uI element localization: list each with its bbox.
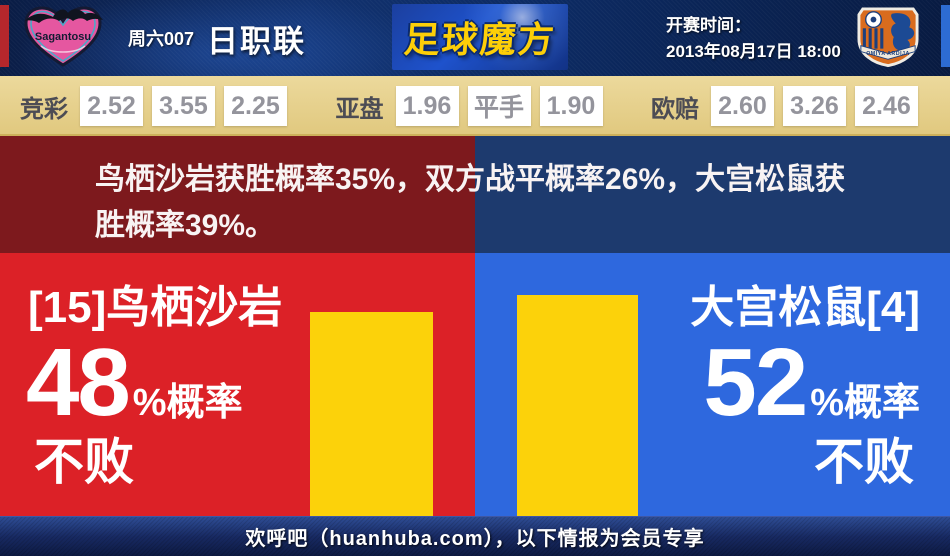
- away-team-crest-icon: OMIYA ARDIJA: [857, 7, 919, 68]
- jingcai-label: 竞彩: [20, 95, 68, 123]
- analysis-band: 鸟栖沙岩获胜概率35%，双方战平概率26%，大宫松鼠获胜概率39%。: [0, 136, 950, 253]
- odds-bar: 竞彩 2.52 3.55 2.25 亚盘 1.96 平手 1.90 欧赔 2.6…: [0, 76, 950, 136]
- jingcai-home-odds: 2.52: [80, 86, 143, 126]
- away-percent-value: 52: [703, 329, 808, 436]
- away-probability-bar: [517, 295, 638, 516]
- yapan-handicap: 平手: [467, 86, 531, 126]
- away-crest-text: OMIYA ARDIJA: [866, 51, 910, 57]
- footer-banner: 欢呼吧（huanhuba.com），以下情报为会员专享: [0, 516, 950, 556]
- home-probability-bar: [310, 312, 433, 516]
- kickoff-block: 开赛时间： 2013年08月17日 18:00: [666, 13, 841, 65]
- oupei-label: 欧赔: [651, 95, 699, 123]
- kickoff-label: 开赛时间：: [666, 16, 751, 35]
- brand-wordmark: 足球魔方: [402, 19, 558, 60]
- home-percent-value: 48: [26, 329, 131, 436]
- away-team-name: 大宫松鼠[4]: [690, 283, 920, 332]
- jingcai-draw-odds: 3.55: [152, 86, 215, 126]
- away-probability: 52 %概率: [703, 329, 920, 436]
- home-probability: 48 %概率: [26, 329, 243, 436]
- odds-group-oupei: 欧赔 2.60 3.26 2.46: [651, 86, 918, 126]
- probability-panels: [15]鸟栖沙岩 48 %概率 不败 大宫松鼠[4] 52 %概率 不败: [0, 253, 950, 516]
- home-crest-text: Sagantosu: [35, 31, 91, 43]
- home-team-name: [15]鸟栖沙岩: [28, 283, 283, 332]
- match-header: Sagantosu 周六007 日职联 足球魔方 开赛时间： 2013年08月1…: [0, 0, 950, 76]
- oupei-away-odds: 2.46: [855, 86, 918, 126]
- league-block: 周六007 日职联: [128, 0, 306, 76]
- oupei-draw-odds: 3.26: [783, 86, 846, 126]
- odds-group-yapan: 亚盘 1.96 平手 1.90: [336, 86, 603, 126]
- yapan-home-odds: 1.96: [395, 86, 459, 126]
- match-number: 周六007: [128, 29, 195, 49]
- home-edge-stripe: [0, 5, 9, 67]
- jingcai-away-odds: 2.25: [224, 86, 287, 126]
- home-percent-suffix: %概率: [132, 382, 243, 424]
- kickoff-time: 2013年08月17日 18:00: [666, 42, 841, 61]
- oupei-home-odds: 2.60: [711, 86, 774, 126]
- league-name: 日职联: [207, 23, 307, 59]
- home-team-crest-icon: Sagantosu: [24, 6, 103, 67]
- yapan-label: 亚盘: [335, 95, 384, 123]
- brand-logo[interactable]: 足球魔方: [392, 4, 568, 70]
- away-result-label: 不败: [814, 434, 914, 490]
- odds-group-jingcai: 竞彩 2.52 3.55 2.25: [20, 86, 287, 126]
- away-edge-stripe: [941, 5, 950, 67]
- home-result-label: 不败: [34, 434, 134, 490]
- footer-text: 欢呼吧（huanhuba.com），以下情报为会员专享: [245, 528, 705, 550]
- away-panel: 大宫松鼠[4] 52 %概率 不败: [475, 253, 950, 516]
- yapan-away-odds: 1.90: [539, 86, 603, 126]
- home-panel: [15]鸟栖沙岩 48 %概率 不败: [0, 253, 475, 516]
- away-percent-suffix: %概率: [810, 382, 920, 424]
- analysis-text: 鸟栖沙岩获胜概率35%，双方战平概率26%，大宫松鼠获胜概率39%。: [95, 163, 846, 242]
